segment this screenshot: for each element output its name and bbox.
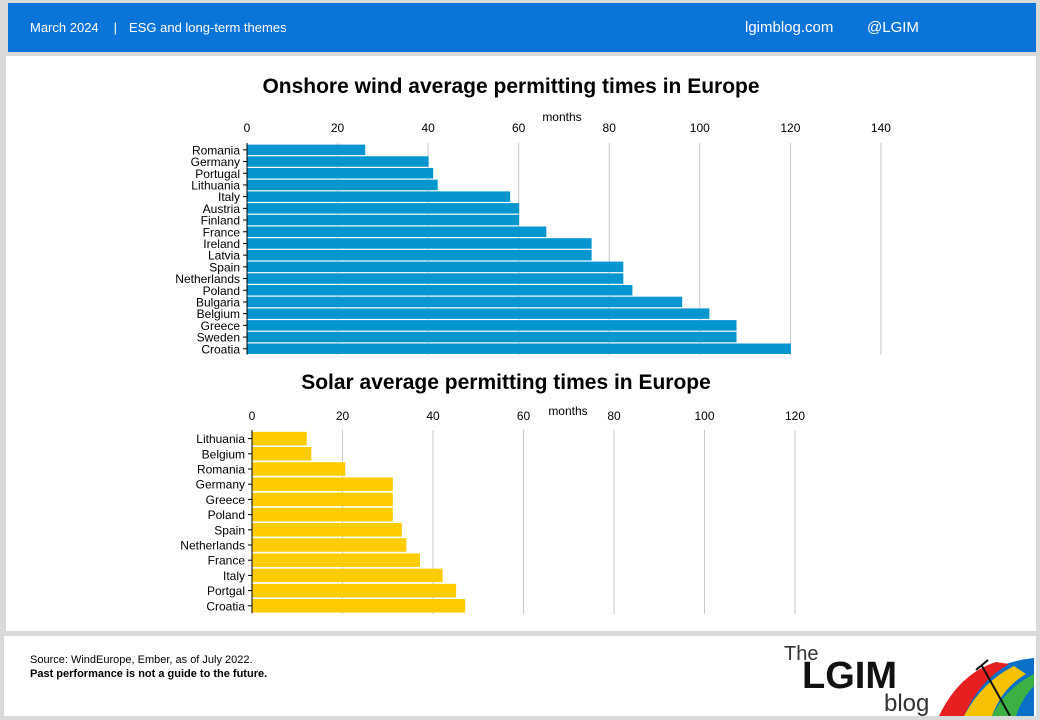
lgim-blog-logo[interactable]: The LGIM blog [764, 636, 1034, 716]
solar-tick-label: 80 [607, 409, 621, 423]
solar-tick-label: 120 [785, 409, 805, 423]
wind-bar [247, 144, 366, 156]
wind-category-label: Greece [201, 319, 241, 333]
solar-bar [252, 462, 346, 476]
wind-bar [247, 261, 624, 273]
wind-bar [247, 308, 710, 319]
wind-category-label: Ireland [203, 237, 240, 251]
wind-category-label: Croatia [201, 342, 240, 356]
wind-category-label: Spain [209, 260, 240, 274]
wind-category-label: Latvia [208, 249, 240, 263]
solar-bar [252, 568, 443, 583]
solar-bar [252, 553, 420, 567]
solar-tick-label: 0 [249, 409, 256, 423]
wind-bar [247, 296, 683, 308]
wind-category-label: Bulgaria [196, 295, 240, 309]
solar-category-label: Greece [206, 493, 246, 507]
logo-the-text: The [784, 643, 818, 665]
wind-category-label: Portugal [195, 167, 240, 181]
wind-bar [247, 156, 429, 167]
wind-bar [247, 179, 438, 191]
solar-bar [252, 583, 457, 598]
header-bar: March 2024 | ESG and long-term themes lgim… [8, 3, 1036, 52]
wind-category-label: Italy [218, 190, 240, 204]
wind-category-label: Belgium [197, 307, 240, 321]
wind-category-label: Germany [191, 155, 240, 169]
wind-bar [247, 343, 791, 354]
wind-tick-label: 80 [603, 121, 617, 135]
solar-bar [252, 477, 393, 491]
disclaimer: Past performance is not a guide to the f… [30, 668, 268, 680]
wind-category-label: Poland [203, 284, 240, 298]
wind-bar [247, 203, 520, 214]
chart-panel: Onshore wind average permitting times in… [6, 56, 1036, 631]
wind-bar [247, 191, 511, 202]
header-date: March 2024 [30, 20, 99, 35]
solar-category-label: Germany [196, 478, 245, 492]
header-left: March 2024 | ESG and long-term themes [30, 20, 287, 35]
solar-category-label: Spain [214, 523, 245, 537]
solar-tick-label: 100 [694, 409, 714, 423]
wind-bar [247, 226, 547, 237]
wind-category-label: Sweden [197, 331, 240, 345]
solar-category-label: Croatia [206, 599, 245, 613]
wind-category-label: Austria [203, 202, 241, 216]
source-note: Source: WindEurope, Ember, as of July 20… [30, 654, 253, 666]
wind-bar [247, 331, 737, 343]
umbrella-icon [939, 658, 1034, 716]
wind-category-label: Romania [192, 143, 240, 157]
wind-bar [247, 214, 520, 226]
solar-bar [252, 431, 307, 446]
wind-category-label: France [203, 225, 241, 239]
solar-tick-label: 60 [517, 409, 531, 423]
solar-category-label: Romania [197, 463, 245, 477]
wind-tick-label: 20 [331, 121, 345, 135]
header-separator: | [113, 20, 118, 35]
logo-blog-text: blog [884, 690, 929, 716]
charts-svg: Onshore wind average permitting times in… [175, 75, 891, 614]
solar-bar [252, 538, 407, 552]
header-topic[interactable]: ESG and long-term themes [129, 20, 287, 35]
wind-bar [247, 285, 633, 296]
solar-category-label: Netherlands [180, 539, 245, 553]
site-link[interactable]: lgimblog.com [745, 19, 834, 36]
logo-brand-text: LGIM [802, 655, 897, 697]
wind-bar [247, 320, 737, 331]
solar-category-label: Portgal [207, 584, 245, 598]
solar-category-label: Poland [208, 508, 245, 522]
wind-x-axis-label: months [542, 110, 581, 124]
wind-tick-label: 0 [244, 121, 251, 135]
wind-tick-label: 100 [690, 121, 710, 135]
solar-category-label: Belgium [202, 447, 245, 461]
wind-tick-label: 120 [780, 121, 800, 135]
footer: Source: WindEurope, Ember, as of July 20… [4, 636, 1036, 716]
wind-tick-label: 40 [421, 121, 435, 135]
wind-bar [247, 168, 434, 179]
wind-chart-title: Onshore wind average permitting times in… [262, 75, 759, 98]
wind-category-label: Lithuania [191, 178, 240, 192]
solar-category-label: France [208, 554, 246, 568]
solar-category-label: Lithuania [196, 432, 245, 446]
solar-chart-title: Solar average permitting times in Europe [301, 371, 711, 394]
solar-bar [252, 523, 402, 537]
wind-category-label: Netherlands [175, 272, 240, 286]
solar-bar [252, 507, 393, 522]
wind-bar [247, 249, 592, 261]
solar-tick-label: 20 [336, 409, 350, 423]
solar-x-axis-label: months [548, 404, 587, 418]
wind-bar [247, 238, 592, 249]
wind-bar [247, 273, 624, 284]
solar-tick-label: 40 [426, 409, 440, 423]
wind-tick-label: 60 [512, 121, 526, 135]
wind-category-label: Finland [201, 214, 240, 228]
twitter-handle-link[interactable]: @LGIM [867, 19, 919, 36]
solar-bar [252, 492, 393, 507]
solar-bar [252, 447, 312, 461]
solar-category-label: Italy [223, 569, 245, 583]
wind-tick-label: 140 [871, 121, 891, 135]
solar-bar [252, 599, 466, 613]
